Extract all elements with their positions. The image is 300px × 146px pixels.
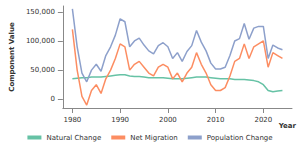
- svg-text:Component Value: Component Value: [8, 22, 16, 92]
- svg-text:Year: Year: [278, 122, 297, 130]
- svg-text:2000: 2000: [159, 116, 177, 124]
- svg-text:1980: 1980: [63, 116, 81, 124]
- svg-text:50,000: 50,000: [30, 66, 55, 74]
- svg-text:2010: 2010: [207, 116, 225, 124]
- svg-text:Natural Change: Natural Change: [46, 134, 101, 142]
- svg-text:0: 0: [50, 95, 54, 103]
- svg-text:100,000: 100,000: [26, 37, 55, 45]
- svg-text:2020: 2020: [254, 116, 272, 124]
- svg-text:1990: 1990: [111, 116, 129, 124]
- svg-text:Net Migration: Net Migration: [130, 134, 178, 142]
- svg-text:150,000: 150,000: [26, 8, 55, 16]
- svg-text:Population Change: Population Change: [207, 134, 273, 142]
